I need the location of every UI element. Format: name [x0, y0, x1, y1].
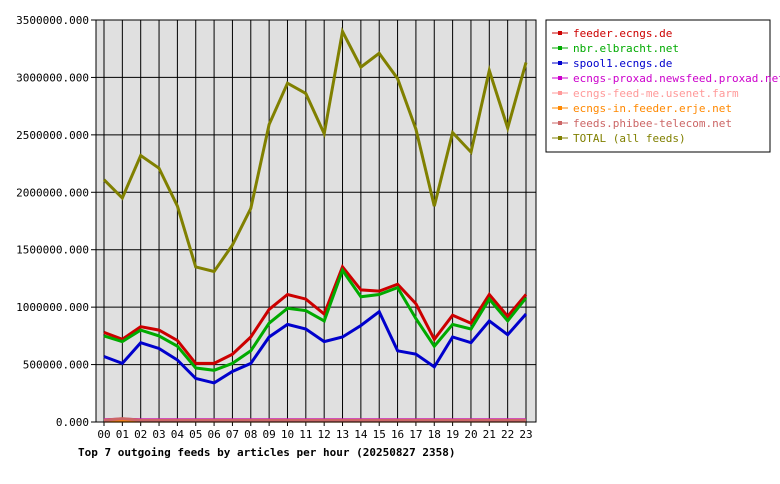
y-tick-label: 1500000.000: [16, 244, 89, 257]
chart-title: Top 7 outgoing feeds by articles per hou…: [78, 446, 456, 459]
legend-marker: [558, 91, 562, 95]
x-tick-label: 16: [391, 428, 404, 441]
x-tick-label: 03: [152, 428, 165, 441]
x-tick-label: 02: [134, 428, 147, 441]
legend-label: ecngs-feed-me.usenet.farm: [573, 87, 739, 100]
plot-area: [96, 20, 536, 422]
x-tick-label: 06: [207, 428, 220, 441]
legend-label: nbr.elbracht.net: [573, 42, 679, 55]
x-tick-label: 14: [354, 428, 368, 441]
legend-label: ecngs-in.feeder.erje.net: [573, 102, 732, 115]
x-tick-label: 11: [299, 428, 312, 441]
legend-marker: [558, 136, 562, 140]
legend-entry: TOTAL (all feeds): [552, 132, 686, 145]
x-tick-label: 17: [409, 428, 422, 441]
legend-entry: ecngs-proxad.newsfeed.proxad.net: [552, 72, 780, 85]
x-tick-label: 05: [189, 428, 202, 441]
x-tick-label: 22: [501, 428, 514, 441]
legend-marker: [558, 46, 562, 50]
legend-label: feeder.ecngs.de: [573, 27, 672, 40]
y-tick-label: 1000000.000: [16, 301, 89, 314]
x-tick-label: 12: [318, 428, 331, 441]
legend-entry: ecngs-feed-me.usenet.farm: [552, 87, 739, 100]
legend-marker: [558, 106, 562, 110]
x-tick-label: 01: [116, 428, 129, 441]
x-tick-label: 19: [446, 428, 459, 441]
x-tick-label: 21: [483, 428, 496, 441]
legend: feeder.ecngs.de nbr.elbracht.net spool1.ec…: [546, 20, 780, 152]
x-tick-label: 23: [519, 428, 532, 441]
x-tick-label: 13: [336, 428, 349, 441]
legend-entry: ecngs-in.feeder.erje.net: [552, 102, 732, 115]
series-line-feeds-phibee-telecom-net: [104, 419, 526, 421]
y-tick-label: 500000.000: [23, 359, 89, 372]
y-tick-label: 3500000.000: [16, 14, 89, 27]
y-tick-label: 0.000: [56, 416, 89, 429]
x-tick-label: 18: [428, 428, 441, 441]
x-tick-label: 00: [97, 428, 110, 441]
x-tick-label: 08: [244, 428, 257, 441]
legend-marker: [558, 61, 562, 65]
legend-marker: [558, 76, 562, 80]
x-tick-label: 20: [464, 428, 477, 441]
legend-label: spool1.ecngs.de: [573, 57, 672, 70]
legend-label: ecngs-proxad.newsfeed.proxad.net: [573, 72, 780, 85]
x-tick-label: 10: [281, 428, 294, 441]
x-tick-label: 09: [263, 428, 276, 441]
legend-label: feeds.phibee-telecom.net: [573, 117, 732, 130]
x-tick-label: 04: [171, 428, 185, 441]
y-tick-label: 2000000.000: [16, 186, 89, 199]
legend-marker: [558, 31, 562, 35]
x-tick-label: 15: [373, 428, 386, 441]
legend-label: TOTAL (all feeds): [573, 132, 686, 145]
legend-marker: [558, 121, 562, 125]
x-tick-label: 07: [226, 428, 239, 441]
y-tick-label: 3000000.000: [16, 71, 89, 84]
legend-entry: feeds.phibee-telecom.net: [552, 117, 732, 130]
y-tick-label: 2500000.000: [16, 129, 89, 142]
